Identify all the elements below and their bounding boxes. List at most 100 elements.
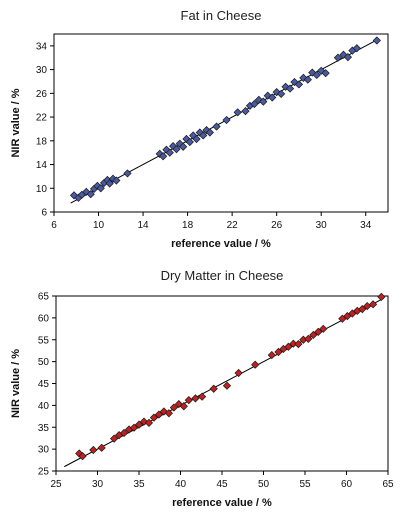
fat-x-tick-label: 10 <box>93 220 105 231</box>
dry-matter-chart-y-axis-title: NIR value / % <box>10 349 22 418</box>
dry-matter-data-point <box>267 350 276 360</box>
dry-matter-data-point <box>164 409 173 418</box>
dry-matter-data-point <box>197 392 207 401</box>
fat-data-point <box>93 181 102 190</box>
fat-data-point <box>222 115 231 125</box>
fat-data-point <box>250 99 259 109</box>
dry-matter-y-tick-label: 65 <box>38 292 50 303</box>
fat-data-point <box>241 107 250 116</box>
dry-matter-x-tick-label: 30 <box>92 479 104 490</box>
dry-matter-data-point <box>78 452 87 461</box>
fat-data-point <box>165 148 174 157</box>
dry-matter-y-tick-label: 25 <box>38 467 50 478</box>
fat-data-point <box>112 176 121 185</box>
dry-matter-data-point <box>304 334 313 343</box>
fat-data-point <box>199 131 208 140</box>
dry-matter-data-point <box>284 342 293 351</box>
fat-data-point <box>272 88 281 97</box>
dry-matter-data-point <box>377 292 386 301</box>
fat-y-tick-label: 22 <box>36 113 48 124</box>
fat-data-point <box>285 84 295 93</box>
fat-data-point <box>123 169 132 178</box>
fat-data-point <box>105 179 114 188</box>
fat-y-tick-label: 34 <box>36 41 48 52</box>
fat-data-point <box>233 108 242 117</box>
dry-matter-data-point <box>119 428 129 438</box>
dry-matter-x-tick-label: 65 <box>382 479 394 490</box>
dry-matter-chart-title: Dry Matter in Cheese <box>161 268 284 283</box>
fat-x-tick-label: 34 <box>360 220 372 231</box>
fat-data-point <box>277 89 286 99</box>
fat-chart-x-axis-title: reference value / % <box>171 238 271 250</box>
fat-y-tick-label: 26 <box>36 89 48 100</box>
fat-data-point <box>372 36 381 45</box>
dry-matter-x-tick-label: 50 <box>258 479 270 490</box>
fat-chart-y-axis-title: NIR value / % <box>10 88 22 157</box>
fat-y-tick-label: 6 <box>41 208 47 219</box>
fat-data-point <box>294 80 304 89</box>
fat-data-point <box>212 122 221 131</box>
fat-data-point <box>82 187 91 196</box>
fat-data-point <box>86 190 95 199</box>
fat-x-tick-label: 6 <box>51 220 57 231</box>
fat-data-point <box>268 93 277 102</box>
fat-data-point <box>172 145 181 154</box>
fat-data-point <box>352 44 361 53</box>
dry-matter-data-point <box>209 384 218 393</box>
fat-data-point <box>343 53 353 62</box>
dry-matter-data-point <box>144 418 154 427</box>
dry-matter-data-point <box>358 305 367 314</box>
dry-matter-data-point <box>234 368 243 378</box>
dry-matter-y-tick-label: 45 <box>38 379 50 390</box>
fat-data-point <box>303 75 312 84</box>
fat-y-tick-label: 30 <box>36 65 48 76</box>
dry-matter-data-point <box>251 360 260 369</box>
dry-matter-data-point <box>314 327 323 336</box>
dry-matter-x-tick-label: 60 <box>341 479 353 490</box>
fat-data-point <box>205 128 214 137</box>
dry-matter-x-tick-label: 25 <box>50 479 62 490</box>
dry-matter-y-tick-label: 30 <box>38 445 50 456</box>
dry-matter-data-point <box>149 413 159 422</box>
fat-y-tick-label: 18 <box>36 136 48 147</box>
fat-data-point <box>317 66 326 75</box>
dry-matter-x-tick-label: 40 <box>175 479 187 490</box>
fat-data-point <box>281 82 290 91</box>
dry-matter-chart-x-axis-title: reference value / % <box>172 497 272 509</box>
dry-matter-data-point <box>129 423 139 432</box>
dry-matter-data-point <box>368 300 378 309</box>
fat-x-tick-label: 18 <box>182 220 194 231</box>
fat-data-point <box>159 152 168 161</box>
dry-matter-data-point <box>274 347 283 357</box>
dry-matter-data-point <box>154 410 164 419</box>
fat-fit-line <box>70 39 378 204</box>
fat-y-tick-label: 10 <box>36 184 48 195</box>
fat-chart-title: Fat in Cheese <box>181 8 262 23</box>
dry-matter-data-point <box>294 340 303 349</box>
dry-matter-data-point <box>179 402 188 411</box>
dry-matter-data-point <box>97 443 106 452</box>
fat-data-point <box>185 137 194 147</box>
fat-data-point <box>321 69 330 78</box>
fat-chart: Fat in Cheese reference value / % NIR va… <box>10 8 389 250</box>
dry-matter-data-point <box>110 434 119 443</box>
dry-matter-data-point <box>309 330 318 340</box>
fat-x-tick-label: 22 <box>227 220 239 231</box>
dry-matter-data-point <box>319 324 328 333</box>
dry-matter-y-tick-label: 50 <box>38 357 50 368</box>
fat-data-point <box>192 134 201 144</box>
fat-data-point <box>333 53 342 62</box>
dry-matter-y-tick-label: 55 <box>38 335 50 346</box>
fat-data-point <box>179 142 188 151</box>
dry-matter-x-tick-label: 35 <box>133 479 145 490</box>
fat-x-tick-label: 30 <box>316 220 328 231</box>
dry-matter-data-point <box>184 396 193 405</box>
dry-matter-y-tick-label: 40 <box>38 401 50 412</box>
dry-matter-y-tick-label: 35 <box>38 423 50 434</box>
dry-matter-y-tick-label: 60 <box>38 313 50 324</box>
fat-data-point <box>263 91 272 100</box>
fat-x-tick-label: 26 <box>271 220 283 231</box>
dry-matter-x-tick-label: 45 <box>216 479 228 490</box>
fat-y-tick-label: 14 <box>36 160 48 171</box>
